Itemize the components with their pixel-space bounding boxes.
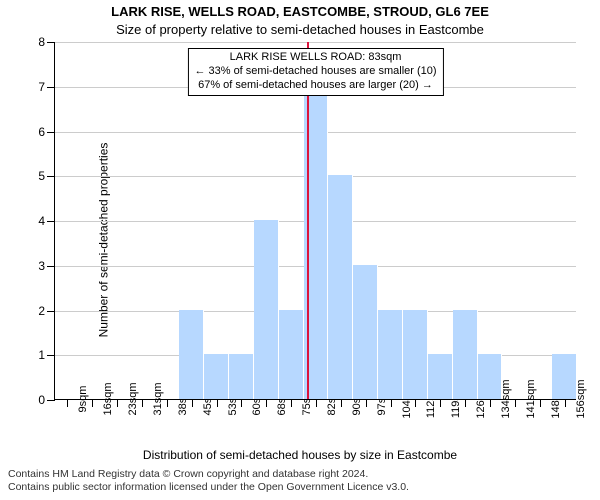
histogram-bar bbox=[328, 175, 353, 399]
histogram-bar bbox=[229, 354, 254, 399]
footer-line-2: Contains public sector information licen… bbox=[8, 481, 409, 494]
histogram-bar bbox=[353, 265, 378, 399]
annotation-title: LARK RISE WELLS ROAD: 83sqm bbox=[194, 51, 436, 65]
x-tick-label: 16sqm bbox=[92, 382, 114, 415]
histogram-bar bbox=[478, 354, 503, 399]
histogram-bar bbox=[254, 220, 279, 399]
footer-line-1: Contains HM Land Registry data © Crown c… bbox=[8, 468, 409, 481]
attribution-footer: Contains HM Land Registry data © Crown c… bbox=[8, 468, 409, 494]
y-tick-label: 7 bbox=[38, 80, 55, 94]
histogram-figure: LARK RISE, WELLS ROAD, EASTCOMBE, STROUD… bbox=[0, 0, 600, 500]
histogram-bar bbox=[179, 310, 204, 400]
histogram-bar bbox=[279, 310, 304, 400]
chart-title: LARK RISE, WELLS ROAD, EASTCOMBE, STROUD… bbox=[0, 4, 600, 19]
plot-area: LARK RISE WELLS ROAD: 83sqm ← 33% of sem… bbox=[54, 42, 576, 400]
chart-subtitle: Size of property relative to semi-detach… bbox=[0, 22, 600, 37]
x-tick-label: 23sqm bbox=[117, 382, 139, 415]
x-tick-label: 9sqm bbox=[67, 386, 89, 413]
histogram-bar bbox=[428, 354, 453, 399]
y-tick-label: 1 bbox=[38, 348, 55, 362]
y-tick-label: 2 bbox=[38, 304, 55, 318]
annotation-larger: 67% of semi-detached houses are larger (… bbox=[194, 79, 436, 93]
x-tick-label: 31sqm bbox=[142, 382, 164, 415]
y-tick-label: 6 bbox=[38, 125, 55, 139]
x-tick-label: 141sqm bbox=[515, 379, 537, 418]
y-tick-label: 5 bbox=[38, 169, 55, 183]
histogram-bar bbox=[378, 310, 403, 400]
gridline bbox=[55, 42, 576, 43]
histogram-bar bbox=[453, 310, 478, 400]
y-tick-label: 3 bbox=[38, 259, 55, 273]
annotation-smaller: ← 33% of semi-detached houses are smalle… bbox=[194, 65, 436, 79]
y-tick-label: 4 bbox=[38, 214, 55, 228]
marker-annotation: LARK RISE WELLS ROAD: 83sqm ← 33% of sem… bbox=[187, 48, 443, 96]
histogram-bar bbox=[552, 354, 577, 399]
x-axis-label: Distribution of semi-detached houses by … bbox=[0, 448, 600, 462]
y-tick-label: 0 bbox=[38, 393, 55, 407]
histogram-bar bbox=[204, 354, 229, 399]
y-tick-label: 8 bbox=[38, 35, 55, 49]
histogram-bar bbox=[403, 310, 428, 400]
